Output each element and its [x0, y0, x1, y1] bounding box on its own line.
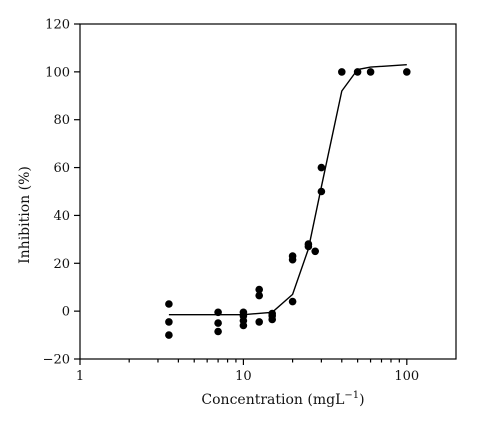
y-tick-label: 0	[62, 305, 70, 320]
data-point	[255, 291, 263, 300]
data-point	[317, 163, 326, 172]
x-tick-label: 10	[235, 369, 252, 384]
data-point	[214, 308, 222, 317]
y-tick-label: 100	[45, 65, 70, 80]
data-point	[304, 242, 313, 251]
data-point	[165, 318, 173, 326]
plot-frame	[79, 23, 457, 360]
x-tick-label: 100	[394, 369, 419, 384]
y-axis-title: Inhibition (%)	[17, 166, 33, 264]
data-point	[288, 297, 297, 306]
y-tick-label: 60	[53, 161, 70, 176]
data-point	[338, 68, 346, 76]
data-point	[255, 318, 263, 326]
data-point	[239, 321, 248, 330]
data-point	[353, 68, 362, 76]
fit-curve-layer	[168, 64, 407, 316]
y-tick-label: 40	[53, 209, 70, 224]
data-points-layer	[165, 68, 411, 339]
y-tick-label: −20	[43, 353, 70, 368]
data-point	[165, 300, 173, 308]
x-axis-title: Concentration (mgL−1)	[201, 390, 364, 408]
y-tick-label: 20	[53, 257, 70, 272]
y-tick-label: 120	[45, 18, 70, 33]
data-point	[255, 285, 263, 294]
x-axis-title-superscript: −1	[344, 390, 359, 401]
data-point	[311, 247, 320, 256]
data-point	[403, 68, 411, 76]
fit-curve	[168, 64, 407, 316]
data-point	[366, 68, 375, 76]
data-point	[317, 187, 326, 196]
x-axis-title-close: )	[359, 392, 364, 408]
x-tick-label: 1	[76, 369, 84, 384]
data-point	[288, 255, 297, 264]
data-point	[214, 319, 222, 327]
plot-area	[79, 23, 457, 360]
y-tick-label: 80	[53, 113, 70, 128]
data-point	[268, 315, 277, 324]
data-point	[214, 327, 222, 336]
x-axis-title-main: Concentration (mgL	[201, 392, 344, 408]
data-point	[165, 331, 173, 339]
